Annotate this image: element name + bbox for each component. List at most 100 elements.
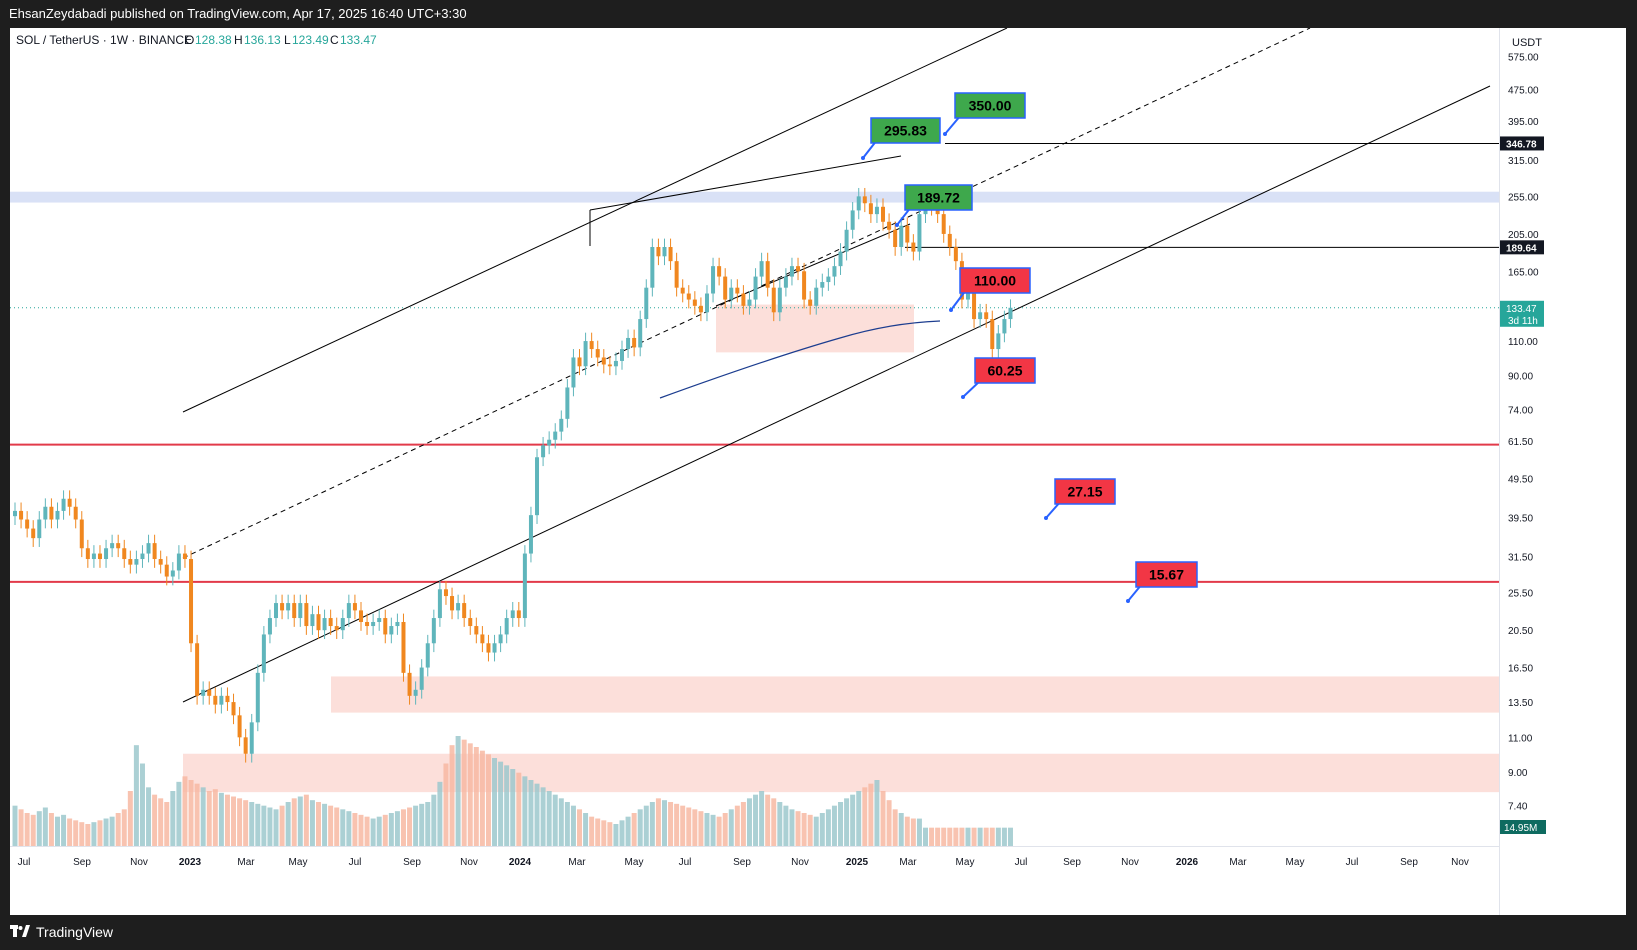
x-tick-label: Mar [237,857,255,868]
volume-bar [583,813,589,846]
volume-bar [564,802,570,846]
volume-bar [989,827,995,846]
price-tag-box [1500,136,1544,151]
candle-body [158,559,163,565]
candle-body [110,543,115,549]
candle-body [97,553,102,560]
candle-body [607,364,612,367]
candle-body [868,203,873,215]
volume-bar [728,809,734,846]
candle-body [425,643,430,668]
price-label-350.00[interactable]: 350.00 [943,92,1026,136]
volume-bar [61,814,67,846]
volume-bar [910,818,916,846]
price-label-189.72[interactable]: 189.72 [895,184,973,227]
candle-body [1008,307,1013,320]
volume-bar [680,805,686,846]
x-tick-label: Sep [733,857,751,868]
candle-body [723,276,728,300]
moving-average-line [659,320,941,399]
volume-bar [279,805,285,846]
candle-body [43,506,48,520]
current-price-tag-box [1500,300,1544,327]
price-label-110.00[interactable]: 110.00 [949,267,1031,312]
candle-body [759,261,764,277]
candle-body [134,559,139,565]
candle-body [140,553,145,560]
volume-bar [534,783,540,846]
x-tick-label: Nov [791,857,809,868]
tradingview-logo[interactable]: TradingView [10,924,113,940]
candle-body [377,618,382,622]
volume-bar [801,813,807,846]
volume-bar [224,794,230,846]
volume-bar [1007,827,1013,846]
candle-body [61,498,66,511]
volume-bar [570,805,576,846]
volume-bar [121,809,127,846]
volume-bar [394,811,400,846]
currency-label: USDT [1512,37,1542,49]
volume-bar [874,780,880,846]
volume-bar [67,818,73,846]
candle-body [832,266,837,277]
candle-body [972,293,977,320]
price-label-15.67[interactable]: 15.67 [1126,561,1198,603]
volume-bar [819,813,825,846]
time-axis[interactable]: Jul Sep Nov 2023 Mar May Jul Sep Nov 2024 Mar May Ju… [18,857,1469,868]
price-label-60.25[interactable]: 60.25 [961,357,1036,399]
price-label-295.83[interactable]: 295.83 [861,117,941,160]
y-tick-label: 475.00 [1508,85,1539,96]
volume-bar [285,802,291,846]
candle-body [704,293,709,313]
candle-body [802,271,807,300]
price-tag-box [1500,240,1544,255]
candle-body [522,553,527,619]
candle-body [595,349,600,358]
candle-body [456,603,461,611]
candle-body [547,439,552,446]
y-tick-label: 315.00 [1508,156,1539,167]
volume-bar [36,811,42,846]
candle-body [796,266,801,272]
x-tick-label: 2025 [846,857,869,868]
candle-body [462,603,467,619]
volume-bar [516,772,522,846]
volume-bar [941,827,947,846]
candle-body [267,618,272,635]
candle-body [225,695,230,703]
price-label-text: 110.00 [974,273,1016,289]
volume-bar [400,809,406,846]
legend-open-label: O [185,33,194,47]
volume-bar [862,787,868,846]
candle-body [25,519,30,529]
y-tick-label: 13.50 [1508,698,1533,709]
volume-bar [965,827,971,846]
candle-body [789,266,794,277]
candle-body [893,229,898,248]
candle-body [310,614,315,627]
volume-bar [24,813,30,846]
volume-bar [376,816,382,846]
legend-open-value: 128.38 [195,33,232,47]
candle-body [13,510,17,517]
candle-body [176,553,181,571]
price-axis[interactable]: USDT 575.00 475.00 395.00 315.00 255.00 205.00… [1500,37,1546,834]
y-tick-label: 255.00 [1508,192,1539,203]
volume-bar [473,747,479,846]
x-tick-label: Sep [1400,857,1418,868]
y-tick-label: 205.00 [1508,230,1539,241]
volume-bar [771,798,777,846]
candle-body [443,589,448,597]
volume-bar [346,811,352,846]
candle-body [383,618,388,635]
volume-bar [577,809,583,846]
volume-bar [139,763,145,846]
price-label-27.15[interactable]: 27.15 [1044,478,1116,520]
volume-bar [595,818,601,846]
price-chart[interactable]: 350.00295.83189.72110.0060.2527.1515.67 … [10,28,1626,915]
candle-body [601,357,606,365]
volume-bar [655,798,661,846]
candle-body [316,614,321,631]
volume-bar [558,798,564,846]
